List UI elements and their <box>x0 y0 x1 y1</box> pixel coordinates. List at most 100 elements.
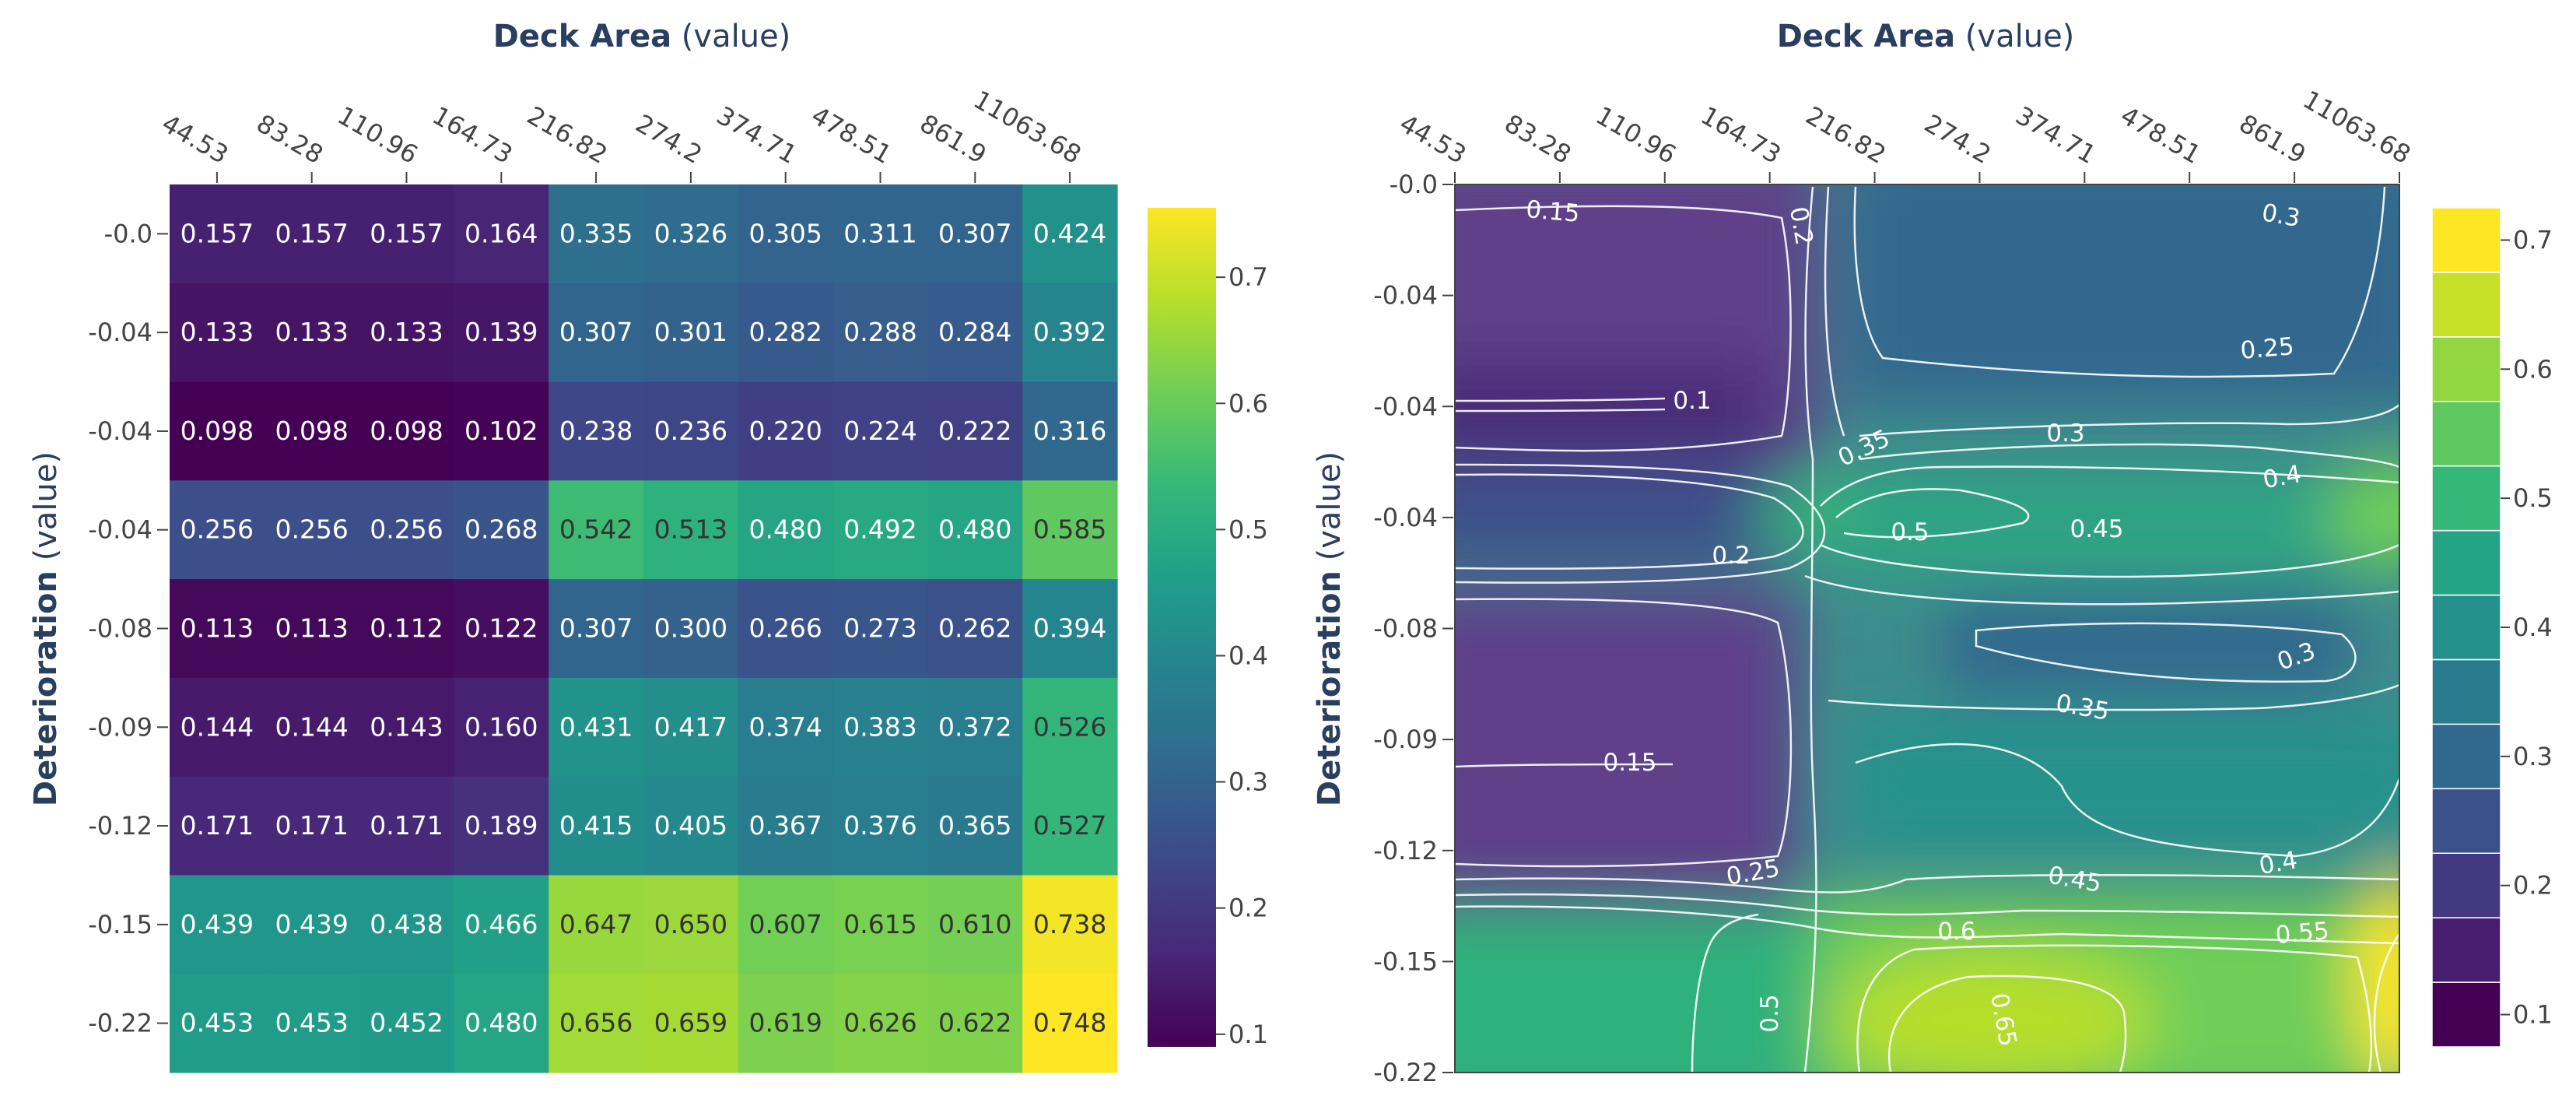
contour-line-label: 0.5 <box>1756 994 1784 1032</box>
heatmap-value-label: 0.301 <box>654 317 727 347</box>
heatmap-value-label: 0.453 <box>180 1008 254 1038</box>
heatmap-cell <box>738 579 834 679</box>
heatmap-value-label: 0.659 <box>654 1008 727 1038</box>
heatmap-colorbar-gradient <box>1148 208 1216 1047</box>
contour-y-title-bold: Deterioration <box>1312 571 1348 806</box>
contour-line-label: 0.55 <box>2274 917 2330 950</box>
heatmap-cell <box>548 974 644 1073</box>
heatmap-value-label: 0.417 <box>654 711 727 742</box>
heatmap-cell <box>359 381 454 481</box>
heatmap-value-label: 0.113 <box>180 613 254 644</box>
heatmap-value-label: 0.438 <box>370 909 443 939</box>
heatmap-value-label: 0.316 <box>1033 416 1106 446</box>
heatmap-cell <box>927 381 1023 481</box>
heatmap-value-labels: 0.157 0.157 0.157 0.164 0.335 0.326 0.305 0.311… <box>180 218 1107 1038</box>
contour-line-label: 0.15 <box>1603 749 1656 777</box>
heatmap-cell <box>1022 776 1118 876</box>
heatmap-value-label: 0.626 <box>843 1008 916 1038</box>
heatmap-cell <box>1022 677 1118 778</box>
heatmap-value-label: 0.367 <box>748 810 822 841</box>
contour-colorbar-band <box>2431 658 2501 725</box>
heatmap-value-label: 0.098 <box>275 416 348 446</box>
heatmap-value-label: 0.102 <box>464 416 538 446</box>
contour-line <box>1691 913 1759 1073</box>
contour-x-title-bold: Deck Area <box>1777 19 1955 54</box>
heatmap-value-label: 0.326 <box>654 218 727 248</box>
contour-line-label: 0.4 <box>2257 846 2300 880</box>
x-tick-label: 274.2 <box>631 108 707 170</box>
contour-smooth-fill <box>1455 184 2399 1073</box>
heatmap-cell <box>1022 974 1118 1073</box>
x-tick-label: 11063.68 <box>2298 85 2416 170</box>
y-tick-label: -0.04 <box>88 318 152 347</box>
heatmap-value-label: 0.098 <box>370 416 443 446</box>
heatmap-cell <box>927 677 1023 778</box>
heatmap-value-label: 0.273 <box>843 613 916 644</box>
heatmap-cell <box>170 579 265 679</box>
heatmap-value-label: 0.133 <box>180 317 254 347</box>
heatmap-cell <box>170 480 265 580</box>
y-tick-label: -0.0 <box>104 219 152 248</box>
heatmap-value-label: 0.307 <box>559 317 633 347</box>
heatmap-cell <box>264 283 360 383</box>
heatmap-value-label: 0.305 <box>748 218 822 248</box>
heatmap-cell <box>548 480 644 580</box>
heatmap-cell <box>832 283 928 383</box>
contour-colorbar-band <box>2431 401 2501 467</box>
heatmap-value-label: 0.157 <box>180 218 254 248</box>
y-tick-label: -0.09 <box>88 712 152 742</box>
contour-region-topright <box>1844 184 2399 405</box>
contour-line <box>1455 763 1674 768</box>
heatmap-value-label: 0.171 <box>180 810 254 841</box>
heatmap-value-label: 0.236 <box>654 416 727 446</box>
heatmap-cell <box>738 381 834 481</box>
contour-line <box>1455 473 1804 570</box>
y-tick-label: -0.22 <box>88 1009 152 1038</box>
x-tick-label: 164.73 <box>1696 100 1786 170</box>
heatmap-cell <box>832 480 928 580</box>
colorbar-tick-label: 0.3 <box>1228 767 1268 797</box>
heatmap-cell <box>1022 480 1118 580</box>
heatmap-cell <box>548 875 644 974</box>
contour-region-band2 <box>1852 475 2396 576</box>
contour-line <box>1455 893 2399 918</box>
colorbar-tick-label: 0.5 <box>1228 514 1268 544</box>
heatmap-value-label: 0.585 <box>1033 514 1106 545</box>
contour-chart: Deck Area (value) Deterioration (value) <box>1312 19 2553 1087</box>
colorbar-tick-label: 0.1 <box>1228 1020 1268 1049</box>
colorbar-tick-label: 0.5 <box>2513 483 2553 513</box>
heatmap-value-label: 0.622 <box>938 1008 1011 1038</box>
contour-colorbar-band <box>2431 529 2501 596</box>
contour-lines <box>1455 186 2399 1073</box>
heatmap-cell <box>454 875 549 974</box>
heatmap-cell <box>927 974 1023 1073</box>
x-tick-label: 11063.68 <box>969 85 1086 170</box>
contour-line <box>1887 974 2127 1073</box>
heatmap-cell <box>1022 184 1118 284</box>
contour-line <box>1824 186 1845 437</box>
heatmap-value-label: 0.300 <box>654 613 727 644</box>
x-tick-label: 110.96 <box>1591 100 1681 170</box>
contour-line-label: 0.2 <box>1784 205 1818 248</box>
heatmap-value-label: 0.453 <box>275 1008 348 1038</box>
heatmap-value-label: 0.164 <box>464 218 538 248</box>
contour-line-label: 0.15 <box>1525 195 1581 228</box>
heatmap-cell <box>738 184 834 284</box>
heatmap-value-label: 0.513 <box>654 514 727 545</box>
heatmap-value-label: 0.112 <box>370 613 443 644</box>
contour-line <box>1853 186 2386 378</box>
heatmap-colorbar-ticks: 0.1 0.2 0.3 0.4 0.5 0.6 0.7 <box>1216 262 1268 1049</box>
heatmap-value-label: 0.480 <box>938 514 1011 545</box>
heatmap-cell <box>832 381 928 481</box>
x-tick-label: 861.9 <box>2234 108 2311 170</box>
x-tick-label: 374.71 <box>712 100 802 170</box>
heatmap-value-label: 0.439 <box>180 909 254 939</box>
heatmap-cell <box>548 184 644 284</box>
heatmap-value-label: 0.288 <box>843 317 916 347</box>
contour-line <box>1455 397 1666 402</box>
heatmap-cell <box>548 677 644 778</box>
heatmap-value-label: 0.374 <box>748 711 822 742</box>
heatmap-cell <box>643 381 739 481</box>
heatmap-value-label: 0.307 <box>938 218 1011 248</box>
